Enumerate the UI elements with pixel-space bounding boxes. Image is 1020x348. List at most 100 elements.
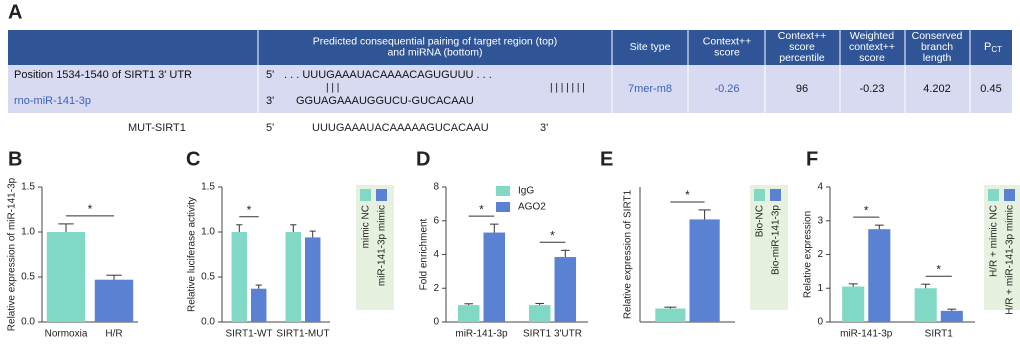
y-tick-label: 1.0	[21, 227, 35, 238]
table-header: PCT	[984, 41, 1002, 54]
table-header: Context++	[778, 30, 826, 42]
table-cell: 4.202	[923, 83, 951, 95]
legend-swatch	[754, 189, 765, 201]
table-cell: 0.45	[980, 83, 1001, 95]
significance-label: *	[550, 228, 555, 242]
legend-swatch	[770, 189, 781, 201]
table-cell: -0.23	[859, 83, 884, 95]
y-axis-label: Relative expression of miR-141-3p	[7, 177, 18, 331]
legend-label: H/R + mimic NC	[989, 205, 1000, 277]
legend-swatch	[360, 189, 371, 201]
bar	[231, 232, 247, 322]
y-axis-label: Relative expression	[803, 211, 814, 298]
y-tick-label: 0.0	[201, 317, 215, 328]
table-header: score	[859, 52, 885, 64]
y-tick-label: 0	[817, 317, 823, 328]
bar	[305, 237, 321, 322]
table-header: Conserved	[912, 30, 963, 42]
y-tick-label: 1.5	[21, 182, 35, 193]
significance-label: *	[864, 203, 869, 217]
x-tick-label: SIRT1-WT	[225, 329, 272, 340]
table-header: context++	[849, 41, 895, 53]
y-axis-label: Fold enrichment	[419, 218, 430, 290]
table-header: length	[923, 52, 952, 64]
legend-label: IgG	[518, 186, 534, 197]
legend-label: miR-141-3p mimic	[377, 205, 388, 286]
bar	[940, 310, 963, 322]
y-tick-label: 0.0	[21, 317, 35, 328]
y-tick-label: 1.5	[201, 182, 215, 193]
legend-label: Bio-NC	[755, 205, 766, 237]
bar	[46, 232, 86, 322]
table-header: Weighted	[850, 30, 894, 42]
bar	[842, 286, 865, 322]
bar	[94, 279, 134, 322]
legend-swatch	[496, 202, 510, 212]
mut-cell: MUT-SIRT1	[128, 122, 186, 134]
panel-label: E	[600, 148, 613, 170]
table-header: branch	[921, 41, 953, 53]
y-tick-label: 1.0	[201, 227, 215, 238]
x-tick-label: miR-141-3p	[840, 329, 893, 340]
y-tick-label: 4	[817, 182, 823, 193]
legend-label: H/R + miR-141-3p mimic	[1005, 205, 1016, 315]
bar	[483, 232, 506, 322]
bar	[689, 219, 720, 322]
table-header: percentile	[779, 52, 825, 64]
y-tick-label: 6	[433, 215, 439, 226]
legend-label: mimic NC	[361, 205, 372, 248]
significance-label: *	[247, 203, 252, 217]
bar	[285, 232, 301, 322]
significance-label: *	[479, 202, 484, 216]
bar	[914, 288, 937, 322]
legend-swatch	[1004, 189, 1015, 201]
table-header: Predicted consequential pairing of targe…	[313, 35, 558, 47]
legend-swatch	[496, 186, 510, 196]
table-dividers	[257, 30, 971, 113]
panel-label: F	[806, 148, 818, 170]
y-tick-label: 0.5	[21, 272, 35, 283]
legend-label: Bio-miR-141-3p	[771, 205, 782, 275]
y-axis-label: Relative expression of SIRT1	[623, 189, 634, 319]
table-cell: 5'	[266, 69, 274, 81]
mut-cell: 5'	[266, 122, 274, 134]
y-tick-label: 0	[433, 317, 439, 328]
table-cell: . . . UUUGAAAUACAAAACAGUGUUU . . .	[284, 69, 492, 81]
y-tick-label: 4	[433, 249, 439, 260]
significance-label: *	[88, 202, 93, 216]
x-tick-label: SIRT1	[925, 329, 954, 340]
table-header: Context++	[703, 35, 751, 47]
x-tick-label: miR-141-3p	[455, 329, 508, 340]
table-row-band	[8, 65, 1012, 113]
table-header: score	[714, 46, 740, 58]
table-cell: 3'	[266, 95, 274, 107]
y-axis-label: Relative luciferase activity	[187, 197, 198, 312]
bar	[868, 229, 891, 322]
y-tick-label: 2	[817, 249, 823, 260]
table-header: and miRNA (bottom)	[387, 46, 482, 58]
panel-label: A	[8, 1, 22, 23]
x-tick-label: SIRT1-MUT	[276, 329, 329, 340]
table-cell: GGUAGAAAUGGUCU-GUCACAAU	[296, 95, 474, 107]
table-header: score	[789, 41, 815, 53]
y-tick-label: 0.5	[201, 272, 215, 283]
mut-cell: 3'	[540, 122, 548, 134]
table-cell: rno-miR-141-3p	[14, 95, 91, 107]
table-header-band	[8, 30, 1012, 65]
bar	[457, 305, 480, 322]
table-cell: | | | | | | |	[550, 83, 585, 94]
bar	[528, 305, 551, 322]
y-tick-label: 1	[817, 283, 823, 294]
bar	[251, 288, 267, 322]
legend-swatch	[988, 189, 999, 201]
x-tick-label: SIRT1 3'UTR	[523, 329, 582, 340]
pct-main: P	[984, 41, 991, 53]
y-tick-label: 8	[433, 182, 439, 193]
y-tick-label: 3	[817, 215, 823, 226]
table-cell: -0.26	[714, 83, 739, 95]
x-tick-label: H/R	[105, 329, 122, 340]
legend-box	[984, 185, 1020, 310]
mut-cell: UUUGAAAUACAAAAAGUCACAAU	[312, 122, 489, 134]
table-cell: Position 1534-1540 of SIRT1 3' UTR	[14, 69, 192, 81]
